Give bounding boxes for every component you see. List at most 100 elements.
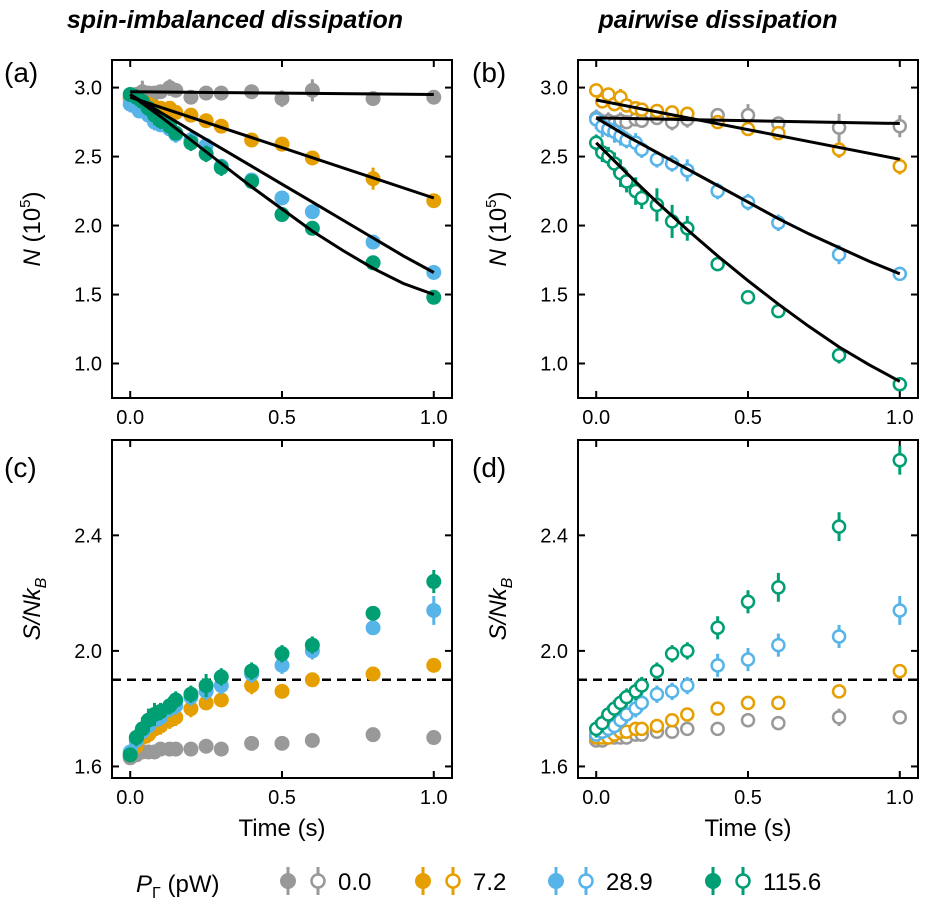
y-label-close-b: ) [485,191,512,199]
y-label-sub-c: B [33,577,50,588]
data-point-d-1-12 [740,695,756,711]
x-tick-label-b-0: 0.0 [582,407,610,429]
data-point-c-1-8 [183,701,199,717]
data-point-c-3-10 [213,669,229,685]
y-tick-label-b-1: 1.5 [540,285,568,307]
data-point-c-1-9 [198,695,214,711]
data-point-c-2-14 [365,620,381,636]
data-point-c-0-7 [168,741,184,757]
panel-label-a: (a) [4,57,38,88]
data-point-d-2-11 [710,658,725,673]
x-tick-label-a-0: 0.0 [116,407,144,429]
legend-entries: 0.0 7.2 28.9 115.6 [280,867,821,896]
data-point-b-1-15 [892,158,908,174]
data-point-d-1-10 [680,707,695,722]
y-tick-label-d-2: 2.4 [540,525,568,547]
data-point-d-0-13 [771,715,786,731]
data-point-c-3-0 [122,747,138,763]
data-point-c-1-13 [304,672,320,688]
data-point-c-3-8 [183,686,199,702]
data-point-d-2-9 [664,684,680,699]
series-c-3 [122,570,442,763]
fit-line-a-2 [129,93,435,274]
y-axis-label-d: S/NkB [485,577,516,640]
y-tick-label-a-2: 2.0 [74,216,102,238]
data-point-d-3-10 [680,643,695,659]
panel-label-c: (c) [4,452,37,483]
data-point-c-0-14 [365,727,381,743]
y-tick-label-a-3: 2.5 [74,147,102,169]
y-tick-label-c-1: 2.0 [74,641,102,663]
data-point-b-3-14 [831,347,847,363]
legend-open-marker-2 [578,873,594,889]
legend-label-3: 115.6 [763,869,821,896]
series-d-2 [588,596,908,742]
data-point-d-1-13 [771,695,786,711]
x-tick-label-c-2: 1.0 [420,787,448,809]
x-tick-label-b-1: 0.5 [734,407,762,429]
y-label-unit-a: (10 [19,208,46,249]
legend-filled-marker-1 [415,873,431,889]
y-tick-label-b-0: 1.0 [540,354,568,376]
fit-line-a-0 [130,90,434,96]
x-tick-label-d-2: 1.0 [886,787,914,809]
fit-line-a-3 [129,93,435,296]
data-point-d-1-11 [710,701,725,716]
data-point-d-3-13 [771,580,786,595]
data-point-c-3-14 [365,605,381,621]
legend-symbol: P [136,871,152,898]
data-point-d-0-15 [892,710,908,725]
data-point-d-3-12 [740,594,756,610]
data-point-c-1-11 [244,678,260,694]
panel-a: 0.0 0.5 1.0 1.0 1.5 2.0 2.5 3.0 N (105) [17,59,453,429]
data-point-c-3-13 [304,637,320,653]
data-point-c-0-11 [244,735,260,751]
x-tick-label-b-2: 1.0 [886,407,914,429]
data-point-c-3-7 [168,692,184,708]
y-label-base-c: S/Nk [19,586,46,640]
data-point-d-2-8 [649,686,665,702]
fit-line-b-0 [596,116,900,125]
y-tick-label-a-1: 1.5 [74,285,102,307]
panel-d: 0.0 0.5 1.0 1.6 2.0 2.4 S/NkB Time (s) [485,439,919,842]
data-point-d-3-15 [892,452,908,468]
data-point-d-1-15 [892,663,908,679]
data-point-c-3-15 [426,574,442,590]
data-point-d-2-12 [740,652,756,667]
data-point-a-2-14 [304,204,320,220]
y-label-unit-b: (10 [485,208,512,249]
y-axis-label-b: N (105) [483,191,512,266]
data-point-a-0-12 [274,91,290,107]
data-point-d-2-13 [771,637,786,653]
data-point-d-3-7 [634,678,649,693]
data-point-d-1-8 [649,718,665,734]
data-point-d-0-10 [680,721,695,737]
data-point-c-0-8 [183,741,199,757]
x-tick-label-a-1: 0.5 [268,407,296,429]
data-point-d-1-9 [664,712,680,728]
series-b-3 [588,134,908,392]
data-point-c-0-12 [274,735,290,751]
legend-filled-marker-0 [280,873,296,889]
x-tick-label-c-0: 0.0 [116,787,144,809]
y-label-sub-d: B [499,577,516,588]
fit-line-b-2 [595,116,901,276]
data-point-d-0-12 [740,712,756,728]
panel-label-b: (b) [472,57,506,88]
data-point-a-3-10 [213,160,229,176]
x-tick-label-a-2: 1.0 [420,407,448,429]
series-c-2 [122,596,442,760]
data-point-a-3-8 [183,135,199,151]
data-point-d-3-11 [710,620,725,636]
y-label-sup-a: 5 [17,199,34,207]
legend: PΓ (pW) 0.0 7.2 28.9 115.6 [136,867,821,902]
data-point-c-0-10 [213,741,229,757]
data-point-d-1-14 [831,684,847,699]
y-tick-label-b-2: 2.0 [540,216,568,238]
x-tick-label-d-0: 0.0 [582,787,610,809]
data-point-c-3-11 [244,663,260,679]
y-axis-label-a: N (105) [17,191,46,266]
data-point-c-0-13 [304,732,320,748]
legend-filled-marker-2 [548,873,564,889]
y-tick-label-d-1: 2.0 [540,641,568,663]
